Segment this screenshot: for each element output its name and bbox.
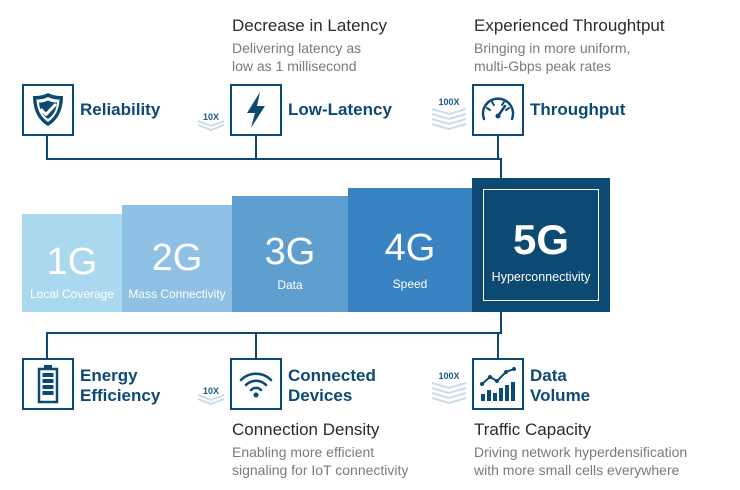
energy-label: Energy Efficiency	[80, 366, 160, 406]
volume-icon-box	[472, 358, 524, 410]
multiplier-label: 10X	[202, 112, 219, 122]
density-block: Connection Density Enabling more efficie…	[232, 420, 408, 479]
bottom-connector-devices	[255, 332, 257, 358]
devices-label-line2: Devices	[288, 386, 353, 405]
generation-desc: Mass Connectivity	[128, 287, 226, 301]
low-latency-icon-box	[230, 84, 282, 136]
stacked-chevrons-icon	[432, 108, 466, 130]
throughput-icon-box	[472, 84, 524, 136]
bottom-connector-horizontal	[46, 332, 502, 334]
stacked-chevrons-icon	[198, 394, 224, 405]
generation-name: 4G	[384, 227, 436, 269]
reliability-label: Reliability	[80, 100, 161, 119]
generation-5g: 5G Hyperconnectivity	[472, 178, 610, 312]
bottom-connector-from-5g	[500, 312, 502, 334]
density-line2: signaling for IoT connectivity	[232, 462, 409, 478]
devices-label: Connected Devices	[288, 366, 376, 406]
stacked-chevrons-icon	[198, 120, 224, 131]
throughput-label: Throughput	[530, 100, 626, 119]
energy-label-line2: Efficiency	[80, 386, 161, 405]
stacked-chevrons-icon	[432, 382, 466, 404]
generation-2g: 2G Mass Connectivity	[122, 205, 232, 312]
generation-name: 3G	[264, 231, 316, 273]
top-connector-latency	[255, 136, 257, 160]
lightning-icon	[247, 92, 265, 128]
throughput-line2: multi-Gbps peak rates	[474, 58, 611, 74]
generation-name: 2G	[151, 237, 203, 279]
top-connector-horizontal	[46, 158, 502, 160]
latency-heading: Decrease in Latency	[232, 16, 387, 35]
speedometer-icon	[481, 97, 515, 121]
generation-name: 1G	[46, 241, 98, 283]
throughput-block: Experienced Throughtput Bringing in more…	[474, 16, 665, 75]
generation-desc: Speed	[392, 277, 428, 291]
volume-label-line2: Volume	[530, 386, 591, 405]
devices-icon-box	[230, 358, 282, 410]
multiplier-label: 10X	[202, 386, 219, 396]
multiplier-label: 100X	[438, 371, 460, 381]
bar-chart-icon	[480, 367, 516, 401]
multiplier-100x-top: 100X	[430, 96, 468, 134]
multiplier-100x-bottom: 100X	[430, 370, 468, 408]
shield-icon	[33, 93, 63, 126]
energy-label-line1: Energy	[80, 366, 138, 385]
capacity-block: Traffic Capacity Driving network hyperde…	[474, 420, 687, 479]
top-connector-to-5g	[500, 158, 502, 180]
low-latency-label: Low-Latency	[288, 100, 392, 119]
bottom-connector-energy	[46, 332, 48, 358]
top-connector-reliability	[46, 136, 48, 160]
generation-desc: Data	[277, 278, 303, 292]
top-connector-throughput	[497, 136, 499, 160]
throughput-heading: Experienced Throughtput	[474, 16, 665, 35]
energy-icon-box	[22, 358, 74, 410]
density-heading: Connection Density	[232, 420, 380, 439]
generation-1g: 1G Local Coverage	[22, 214, 122, 312]
multiplier-10x-bottom: 10X	[196, 386, 226, 408]
capacity-line2: with more small cells everywhere	[474, 462, 680, 478]
multiplier-label: 100X	[438, 97, 460, 107]
generation-name: 5G	[512, 216, 570, 263]
generation-4g: 4G Speed	[348, 188, 472, 312]
volume-label: Data Volume	[530, 366, 590, 406]
generation-desc: Local Coverage	[29, 287, 115, 301]
capacity-line1: Driving network hyperdensification	[474, 444, 688, 460]
latency-line2: low as 1 millisecond	[232, 58, 357, 74]
latency-line1: Delivering latency as	[232, 40, 362, 56]
density-line1: Enabling more efficient	[232, 444, 375, 460]
latency-block: Decrease in Latency Delivering latency a…	[232, 16, 387, 75]
battery-icon	[37, 365, 59, 404]
capacity-heading: Traffic Capacity	[474, 420, 592, 439]
generation-5g-inner-frame	[483, 189, 599, 301]
devices-label-line1: Connected	[288, 366, 376, 385]
throughput-line1: Bringing in more uniform,	[474, 40, 631, 56]
generation-desc: Hyperconnectivity	[491, 270, 591, 284]
multiplier-10x-top: 10X	[196, 112, 226, 134]
wifi-icon	[239, 372, 273, 398]
volume-label-line1: Data	[530, 366, 567, 385]
bottom-connector-volume	[497, 332, 499, 358]
reliability-icon-box	[22, 84, 74, 136]
generation-3g: 3G Data	[232, 196, 348, 312]
